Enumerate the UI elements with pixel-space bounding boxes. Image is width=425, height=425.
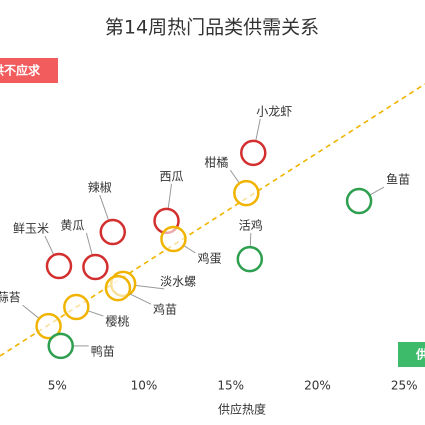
point <box>345 187 373 215</box>
point <box>45 252 73 280</box>
leader-line <box>44 235 54 255</box>
point-label: 鸭苗 <box>91 344 115 358</box>
leader-line <box>167 183 173 209</box>
point-label: 樱桃 <box>105 313 129 328</box>
x-tick-label: 25% <box>391 379 418 393</box>
point <box>240 139 267 167</box>
point-label: 西瓜 <box>160 169 184 183</box>
point-label: 鸡苗 <box>153 302 177 317</box>
point-label: 辣椒 <box>88 181 112 195</box>
point <box>47 332 74 360</box>
point-label: 活鸡 <box>239 218 263 233</box>
x-axis-label: 供应热度 <box>218 402 266 417</box>
point <box>35 312 62 340</box>
zone-label: 供不应求 <box>0 63 41 78</box>
point <box>99 218 127 246</box>
point-label: 柑橘 <box>204 155 228 170</box>
point-label: 蒜苔 <box>0 291 21 305</box>
point <box>160 225 187 253</box>
zone-label: 供 <box>415 347 425 362</box>
leader-line <box>370 186 385 196</box>
point-label: 黄瓜 <box>60 219 84 233</box>
zone-badge <box>398 342 425 367</box>
zone-badge <box>0 58 58 83</box>
leader-line <box>184 245 196 254</box>
point-label: 鸡蛋 <box>197 250 221 265</box>
leader-line <box>22 304 39 319</box>
chart-title: 第14周热门品类供需关系 <box>105 17 319 39</box>
point <box>82 253 109 281</box>
leader-line <box>85 232 93 255</box>
leader-line <box>129 293 152 305</box>
point-label: 淡水螺 <box>160 274 196 288</box>
leader-line <box>249 233 252 247</box>
point <box>63 293 90 321</box>
leader-line <box>99 194 109 220</box>
point <box>104 274 132 302</box>
point <box>236 245 264 273</box>
x-tick-label: 15% <box>217 379 244 393</box>
leader-line <box>229 169 240 183</box>
point-label: 小龙虾 <box>256 104 292 118</box>
x-tick-label: 10% <box>131 379 158 393</box>
leader-line <box>88 310 104 317</box>
x-tick-label: 20% <box>304 379 331 393</box>
x-tick-label: 5% <box>48 379 67 393</box>
point-label: 鲜玉米 <box>13 222 49 236</box>
leader-line <box>136 284 165 290</box>
leader-line <box>255 118 261 141</box>
point <box>233 179 260 207</box>
point-label: 鱼苗 <box>386 173 410 187</box>
